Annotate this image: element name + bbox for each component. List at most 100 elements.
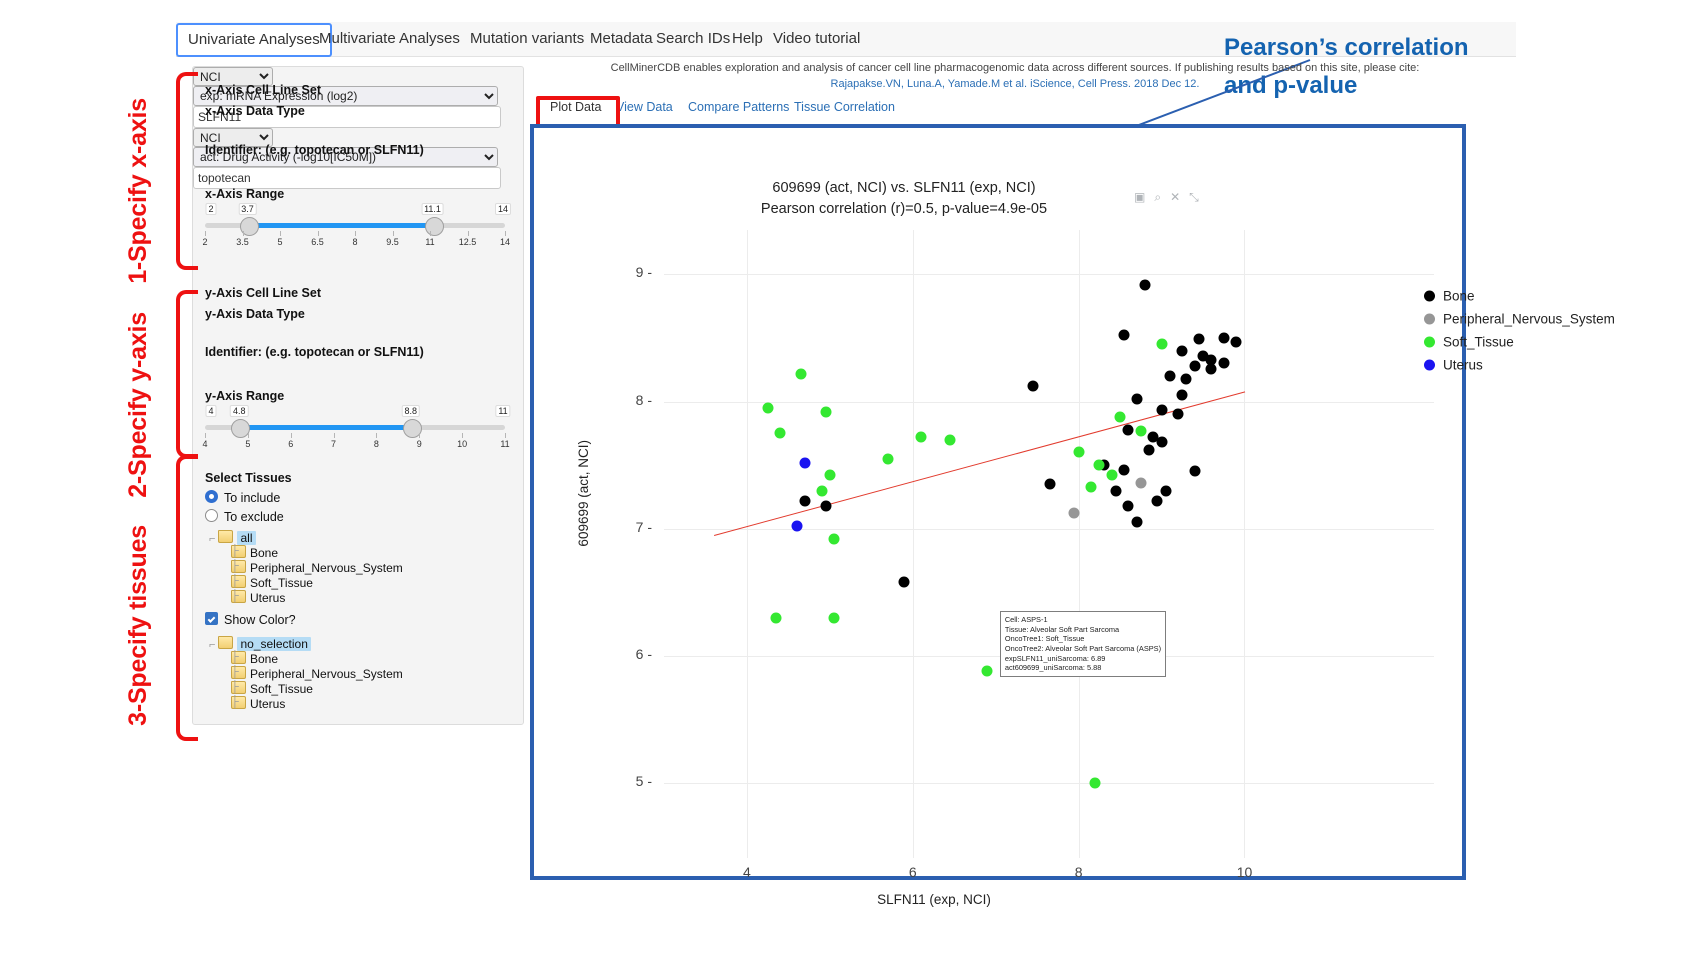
data-point-bone[interactable] [1110, 485, 1122, 497]
x-axis-datatype-select[interactable]: exp: mRNA Expression (log2) [193, 86, 498, 106]
data-point-soft_tissue[interactable] [774, 427, 786, 439]
tissue-include-radio[interactable]: To include [205, 490, 280, 505]
x-axis-cellline-set-select[interactable]: NCI [193, 67, 273, 86]
noselect-tree-item[interactable]: ├ Soft_Tissue [231, 681, 313, 696]
data-point-soft_tissue[interactable] [1156, 338, 1168, 350]
data-point-bone[interactable] [898, 576, 910, 588]
nav-tab-video-tutorial[interactable]: Video tutorial [773, 30, 861, 47]
data-point-soft_tissue[interactable] [1085, 481, 1097, 493]
data-point-soft_tissue[interactable] [824, 469, 836, 481]
plot-modebar[interactable]: ▣⌕✕⤡ [1134, 190, 1208, 205]
data-point-bone[interactable] [1180, 373, 1192, 385]
data-point-bone[interactable] [1189, 360, 1201, 372]
y-axis-slider-handle-low[interactable] [231, 419, 251, 438]
x-axis-slider-handle-high[interactable] [424, 217, 444, 236]
data-point-uterus[interactable] [791, 520, 803, 532]
data-point-bone[interactable] [820, 500, 832, 512]
data-point-soft_tissue[interactable] [944, 434, 956, 446]
data-point-bone[interactable] [1151, 495, 1163, 507]
nav-tab-mutation-variants[interactable]: Mutation variants [470, 30, 585, 47]
data-point-bone[interactable] [1044, 478, 1056, 490]
data-point-peripheral_nervous_system[interactable] [1135, 477, 1147, 489]
data-point-bone[interactable] [1122, 500, 1134, 512]
data-point-bone[interactable] [1205, 363, 1217, 375]
checkbox-icon[interactable] [205, 612, 218, 625]
data-point-bone[interactable] [1193, 333, 1205, 345]
data-point-soft_tissue[interactable] [882, 453, 894, 465]
data-point-bone[interactable] [1176, 389, 1188, 401]
data-point-bone[interactable] [1027, 380, 1039, 392]
data-point-bone[interactable] [1139, 279, 1151, 291]
tissue-exclude-radio-dot[interactable] [205, 509, 218, 522]
data-point-soft_tissue[interactable] [1089, 777, 1101, 789]
data-point-bone[interactable] [1218, 357, 1230, 369]
data-point-bone[interactable] [1197, 350, 1209, 362]
data-point-bone[interactable] [1156, 404, 1168, 416]
include-tree-root[interactable]: ⌐ all [209, 530, 256, 545]
data-point-soft_tissue[interactable] [1114, 411, 1126, 423]
noselect-tree-item[interactable]: ├ Uterus [231, 696, 286, 711]
data-point-peripheral_nervous_system[interactable] [1068, 507, 1080, 519]
data-point-soft_tissue[interactable] [1093, 459, 1105, 471]
data-point-bone[interactable] [1118, 464, 1130, 476]
data-point-bone[interactable] [1147, 431, 1159, 443]
tissue-include-radio-dot[interactable] [205, 490, 218, 503]
y-axis-range-slider[interactable]: 4.8 8.8 4 11 4 5 6 7 8 9 10 11 [202, 405, 511, 453]
data-point-bone[interactable] [1172, 408, 1184, 420]
data-point-bone[interactable] [1176, 345, 1188, 357]
header-citation[interactable]: Rajapakse.VN, Luna.A, Yamade.M et al. iS… [830, 78, 1200, 90]
data-point-soft_tissue[interactable] [828, 533, 840, 545]
data-point-soft_tissue[interactable] [981, 665, 993, 677]
data-point-bone[interactable] [1143, 444, 1155, 456]
data-point-bone[interactable] [799, 495, 811, 507]
subtab-view-data[interactable]: View Data [616, 100, 673, 114]
data-point-bone[interactable] [1160, 485, 1172, 497]
pan-icon[interactable]: ✕ [1170, 190, 1190, 204]
show-color-checkbox[interactable]: Show Color? [205, 612, 296, 627]
autoscale-icon[interactable]: ⤡ [1189, 190, 1208, 204]
data-point-bone[interactable] [1230, 336, 1242, 348]
data-point-bone[interactable] [1122, 424, 1134, 436]
data-point-bone[interactable] [1131, 393, 1143, 405]
data-point-uterus[interactable] [799, 457, 811, 469]
data-point-soft_tissue[interactable] [1073, 446, 1085, 458]
data-point-bone[interactable] [1205, 354, 1217, 366]
data-point-soft_tissue[interactable] [828, 612, 840, 624]
y-axis-slider-handle-high[interactable] [402, 419, 422, 438]
subtab-plot-data[interactable]: Plot Data [550, 100, 602, 114]
data-point-soft_tissue[interactable] [1106, 469, 1118, 481]
camera-icon[interactable]: ▣ [1134, 190, 1155, 204]
data-point-bone[interactable] [1131, 516, 1143, 528]
data-point-soft_tissue[interactable] [820, 406, 832, 418]
data-point-soft_tissue[interactable] [770, 612, 782, 624]
noselect-tree-root[interactable]: ⌐ no_selection [209, 636, 311, 651]
include-tree-item[interactable]: ├ Bone [231, 545, 279, 560]
nav-tab-metadata[interactable]: Metadata [590, 30, 653, 47]
nav-tab-univariate-analyses[interactable]: Univariate Analyses [176, 23, 332, 57]
x-axis-slider-handle-low[interactable] [239, 217, 259, 236]
data-point-soft_tissue[interactable] [816, 485, 828, 497]
zoom-icon[interactable]: ⌕ [1154, 190, 1171, 204]
nav-tab-search-ids[interactable]: Search IDs [656, 30, 731, 47]
noselect-tree-item[interactable]: ├ Peripheral_Nervous_System [231, 666, 403, 681]
y-axis-identifier-input[interactable] [193, 167, 501, 189]
data-point-bone[interactable] [1118, 329, 1130, 341]
data-point-soft_tissue[interactable] [762, 402, 774, 414]
data-point-soft_tissue[interactable] [795, 368, 807, 380]
noselect-tree-item[interactable]: ├ Bone [231, 651, 279, 666]
subtab-compare-patterns[interactable]: Compare Patterns [688, 100, 790, 114]
include-tree-item[interactable]: ├ Uterus [231, 590, 286, 605]
data-point-bone[interactable] [1189, 465, 1201, 477]
tissue-exclude-radio[interactable]: To exclude [205, 509, 284, 524]
nav-tab-multivariate-analyses[interactable]: Multivariate Analyses [319, 30, 460, 47]
data-point-bone[interactable] [1156, 436, 1168, 448]
subtab-tissue-correlation[interactable]: Tissue Correlation [794, 100, 895, 114]
nav-tab-help[interactable]: Help [732, 30, 763, 47]
include-tree-item[interactable]: ├ Peripheral_Nervous_System [231, 560, 403, 575]
data-point-bone[interactable] [1218, 332, 1230, 344]
data-point-soft_tissue[interactable] [915, 431, 927, 443]
x-axis-range-slider[interactable]: 3.7 11.1 2 14 2 3.5 5 6.5 8 9.5 11 12.5 14 [202, 203, 512, 251]
data-point-bone[interactable] [1164, 370, 1176, 382]
data-point-soft_tissue[interactable] [1135, 425, 1147, 437]
include-tree-item[interactable]: ├ Soft_Tissue [231, 575, 313, 590]
